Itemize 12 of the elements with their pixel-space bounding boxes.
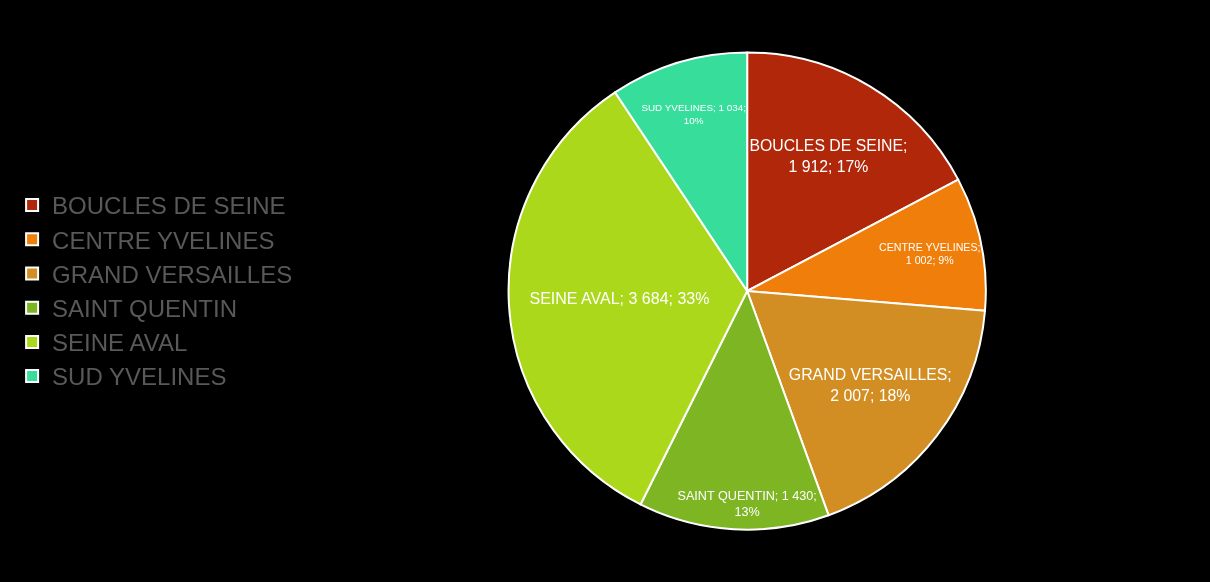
data-label: SUD YVELINES; 1 034; 10%	[641, 101, 746, 126]
legend-label: SUD YVELINES	[52, 363, 227, 391]
data-label: GRAND VERSAILLES; 2 007; 18%	[788, 366, 952, 404]
legend-label: CENTRE YVELINES	[52, 226, 275, 254]
data-label: SAINT QUENTIN; 1 430; 13%	[677, 488, 817, 520]
legend-label: SAINT QUENTIN	[52, 295, 238, 323]
legend-label: SEINE AVAL	[52, 329, 188, 357]
legend-label: BOUCLES DE SEINE	[52, 192, 286, 220]
legend-label: GRAND VERSAILLES	[52, 260, 293, 288]
data-label: BOUCLES DE SEINE; 1 912; 17%	[749, 137, 908, 175]
data-label: SEINE AVAL; 3 684; 33%	[529, 290, 710, 308]
data-label: CENTRE YVELINES; 1 002; 9%	[879, 240, 981, 267]
